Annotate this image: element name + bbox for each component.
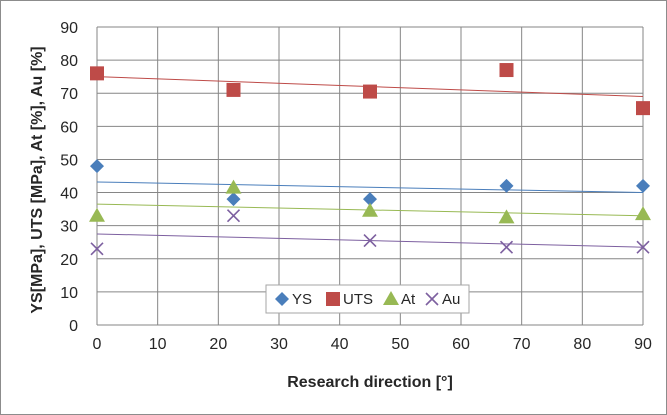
point-at	[498, 209, 515, 224]
point-uts	[90, 66, 104, 81]
y-tick-label: 60	[60, 119, 78, 136]
x-tick-labels: 0 10 20 30 40 50 60 70 80 90	[93, 336, 652, 353]
x-tick-label: 70	[513, 336, 531, 353]
x-tick-label: 20	[209, 336, 227, 353]
y-tick-label: 40	[60, 186, 78, 203]
legend-label-ys: YS	[292, 291, 312, 308]
point-at	[362, 202, 378, 217]
point-ys	[226, 192, 241, 207]
x-tick-label: 50	[391, 336, 409, 353]
x-tick-label: 10	[149, 336, 167, 353]
point-uts	[499, 63, 514, 78]
y-tick-label: 30	[60, 219, 78, 236]
x-tick-label: 60	[452, 336, 470, 353]
y-tick-label: 70	[60, 86, 78, 103]
y-tick-label: 20	[60, 252, 78, 269]
point-at	[635, 206, 651, 221]
y-tick-labels: 0 10 20 30 40 50 60 70 80 90	[60, 20, 78, 335]
x-tick-label: 30	[270, 336, 288, 353]
x-axis-title: Research direction [°]	[287, 374, 453, 391]
legend-marker-ys	[275, 292, 289, 306]
y-tick-label: 10	[60, 285, 78, 302]
point-ys	[636, 178, 650, 193]
y-tick-label: 80	[60, 53, 78, 70]
legend-box	[265, 284, 470, 314]
point-uts	[363, 84, 377, 99]
point-au	[499, 240, 514, 254]
point-uts	[636, 101, 650, 116]
x-tick-label: 80	[573, 336, 591, 353]
point-at	[225, 179, 242, 194]
y-tick-label: 90	[60, 20, 78, 37]
legend-marker-au	[425, 292, 439, 306]
y-tick-label: 50	[60, 152, 78, 169]
trendlines	[96, 76, 644, 248]
point-at	[89, 207, 105, 222]
point-uts	[226, 82, 241, 97]
x-tick-label: 0	[93, 336, 102, 353]
y-tick-label: 0	[69, 318, 78, 335]
point-au	[226, 209, 241, 223]
point-ys	[363, 192, 377, 207]
point-au	[636, 240, 650, 254]
data-points	[89, 63, 651, 256]
point-au	[363, 234, 377, 248]
legend-label-uts: UTS	[343, 291, 373, 308]
legend-marker-uts	[326, 292, 340, 306]
legend-marker-at	[383, 291, 399, 305]
trendline-ys	[96, 181, 644, 194]
y-axis-title: YS[MPa], UTS [MPa], At [%], Au [%]	[29, 46, 46, 313]
x-tick-label: 90	[634, 336, 652, 353]
grid	[96, 26, 644, 326]
point-ys	[499, 178, 514, 193]
legend-label-at: At	[401, 291, 416, 308]
legend: YS UTS At Au	[265, 284, 470, 314]
x-tick-label: 40	[331, 336, 349, 353]
point-ys	[90, 159, 104, 174]
point-au	[90, 242, 104, 256]
legend-label-au: Au	[442, 291, 460, 308]
